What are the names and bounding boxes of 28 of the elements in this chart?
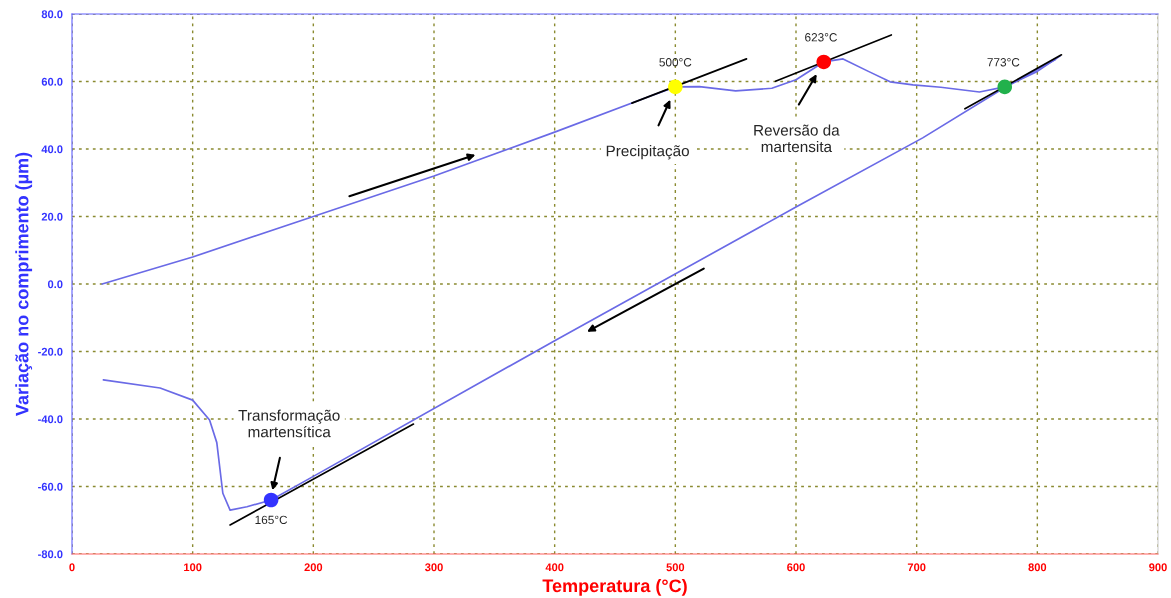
y-tick-label: 40.0 [41, 145, 63, 154]
y-tick-label: 20.0 [41, 212, 63, 221]
x-tick-label: 500 [666, 563, 685, 572]
x-tick-label: 900 [1149, 563, 1167, 572]
y-tick-label: 60.0 [41, 77, 63, 86]
x-tick-label: 700 [907, 563, 926, 572]
annotation: 773°C [987, 58, 1020, 67]
annotation: 165°C [255, 515, 288, 524]
y-axis-title: Variação no comprimento (µm) [15, 152, 33, 416]
y-tick-label: -20.0 [38, 347, 63, 356]
x-axis-title: Temperatura (°C) [542, 578, 687, 596]
x-tick-label: 600 [787, 563, 805, 572]
x-tick-label: 200 [304, 563, 323, 572]
annotation: Reversão da martensita [754, 124, 840, 153]
x-tick-label: 400 [545, 563, 564, 572]
annotation: 623°C [805, 33, 837, 42]
y-tick-label: -40.0 [38, 415, 63, 424]
x-tick-label: 300 [424, 563, 443, 572]
x-tick-label: 100 [184, 563, 202, 572]
annotation: Transformação martensítica [238, 409, 340, 438]
y-tick-label: 0.0 [47, 280, 63, 289]
y-tick-label: 80.0 [41, 10, 63, 19]
x-tick-label: 800 [1028, 563, 1047, 572]
annotation: 500°C [659, 58, 692, 67]
x-tick-label: 0 [69, 563, 75, 572]
y-tick-label: -80.0 [38, 550, 63, 559]
y-tick-label: -60.0 [38, 482, 63, 491]
annotation: Precipitação [606, 145, 689, 160]
